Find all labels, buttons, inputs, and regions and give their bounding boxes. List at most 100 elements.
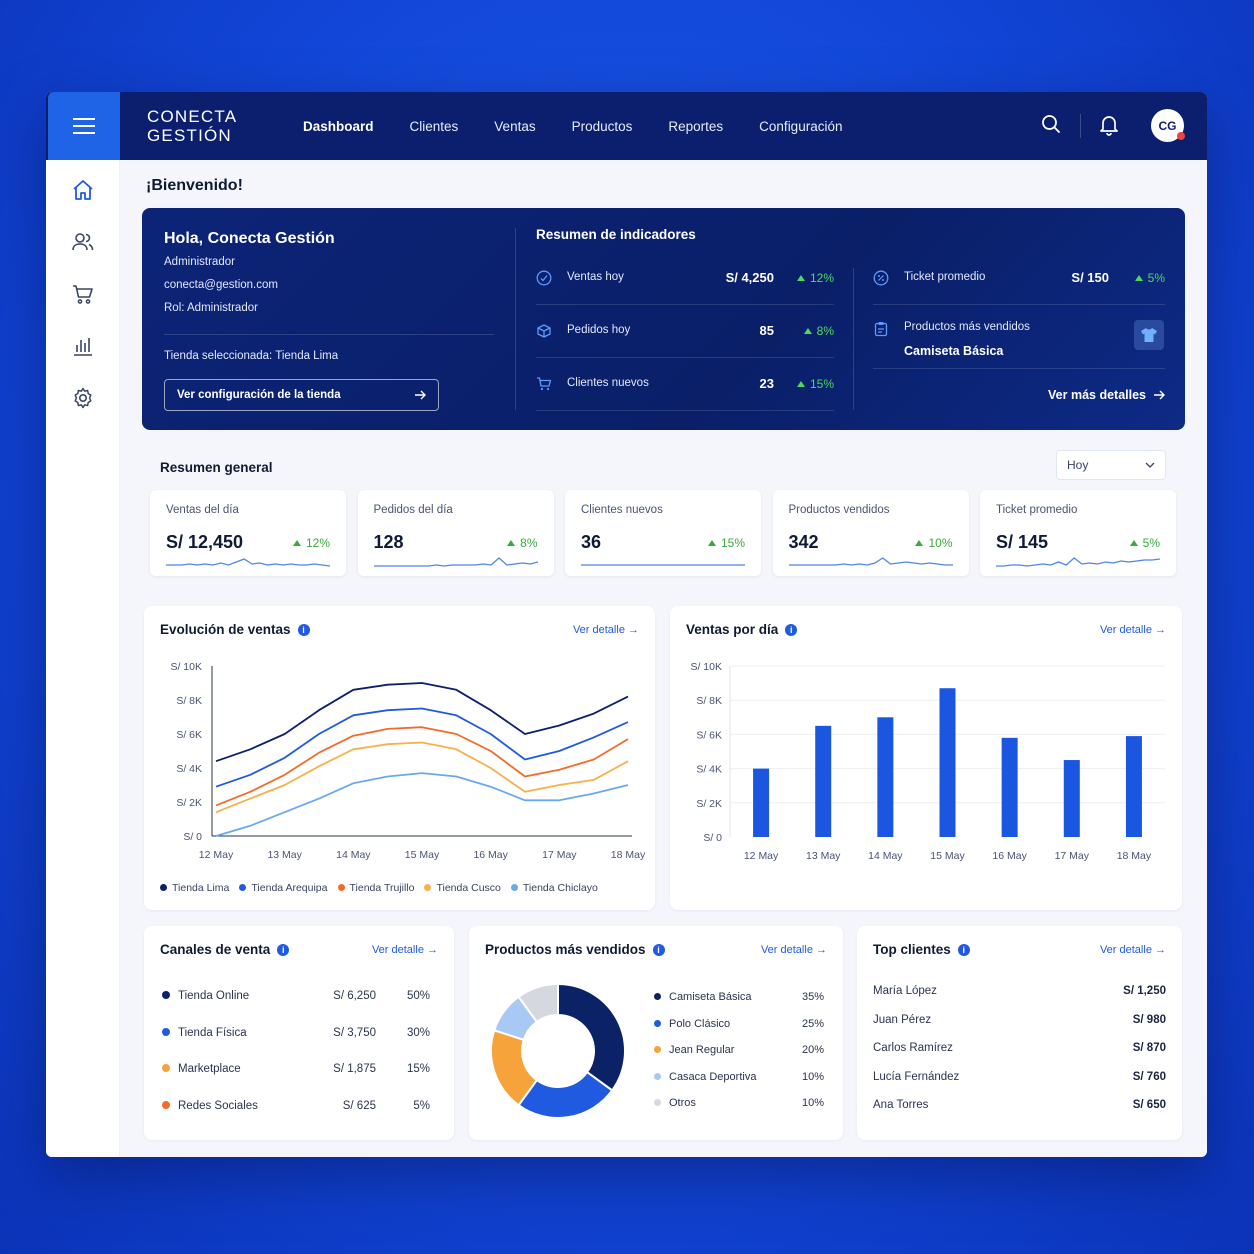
top-clients-card: Top clientes i Ver detalle → María López S… [857,926,1182,1140]
up-arrow-icon [707,536,721,550]
up-triangle [1129,540,1138,546]
bar[interactable] [939,688,956,837]
nav-dashboard[interactable]: Dashboard [303,118,374,134]
channel-row[interactable]: Tienda Física S/ 3,750 30% [162,1027,434,1043]
x-tick-label: 15 May [930,850,965,862]
summary-section: Resumen general Hoy Ventas del día S/ 12,… [144,444,1184,592]
channel-row[interactable]: Tienda Online S/ 6,250 50% [162,990,434,1006]
home-icon[interactable] [71,178,95,202]
sales-evolution-title: Evolución de ventas i [160,622,310,637]
info-icon[interactable]: i [957,943,970,956]
kpi-card[interactable]: Pedidos del día 128 8% [357,490,554,576]
legend-item[interactable]: Tienda Lima [160,882,229,894]
info-icon[interactable]: i [785,623,798,636]
legend-label: Tienda Arequipa [251,882,328,894]
up-arrow-icon [915,536,928,550]
menu-toggle-button[interactable] [48,92,120,160]
product-row[interactable]: Camiseta Básica 35% [654,991,824,1005]
product-row[interactable]: Polo Clásico 25% [654,1018,824,1032]
product-dot [654,1099,661,1106]
avatar-initials: CG [1158,118,1177,133]
shirt-thumbnail [1134,320,1164,350]
gear-icon[interactable] [71,386,95,410]
legend-item[interactable]: Tienda Trujillo [337,882,414,894]
y-tick-label: S/ 10K [690,661,722,673]
period-select[interactable]: Hoy [1056,450,1166,480]
view-detail-link[interactable]: Ver detalle → [1099,624,1166,636]
view-detail-link[interactable]: Ver detalle → [760,944,827,956]
hero-divider [164,334,494,335]
cart-icon[interactable] [71,282,95,306]
y-tick-label: S/ 6K [176,729,202,741]
kpi-card[interactable]: Clientes nuevos 36 15% [565,490,761,576]
info-icon[interactable]: i [652,943,665,956]
dollar-circle-icon [536,270,552,286]
client-row[interactable]: Carlos Ramírez S/ 870 [873,1042,1166,1058]
product-row[interactable]: Otros 10% [654,1097,824,1111]
brand-logo[interactable]: CONECTA GESTIÓN [147,107,237,145]
channel-row[interactable]: Marketplace S/ 1,875 15% [162,1063,434,1079]
legend-item[interactable]: Tienda Arequipa [239,882,328,894]
nav-configuracion[interactable]: Configuración [759,118,843,134]
store-config-button[interactable]: Ver configuración de la tienda [164,379,439,411]
up-triangle [507,540,516,546]
bar[interactable] [877,717,894,837]
x-tick-label: 14 May [868,850,903,862]
client-row[interactable]: Ana Torres S/ 650 [873,1099,1166,1115]
kpi-card[interactable]: Ticket promedio S/ 145 5% [980,490,1176,576]
kpi-card[interactable]: Ventas del día S/ 12,450 12% [150,490,346,576]
nav-ventas[interactable]: Ventas [494,118,536,134]
bar[interactable] [1125,736,1142,837]
view-detail-link[interactable]: Ver detalle → [1099,944,1166,956]
channel-name: Tienda Online [162,990,249,1002]
store-config-label: Ver configuración de la tienda [177,389,341,401]
bar-chart-icon[interactable] [71,334,95,358]
top-bar: CONECTA GESTIÓN Dashboard Clientes Venta… [46,92,1207,160]
client-row[interactable]: María López S/ 1,250 [873,985,1166,1001]
kpi-card[interactable]: Productos vendidos 342 10% [772,490,969,576]
kpi-label: Ticket promedio [996,504,1078,516]
product-row[interactable]: Jean Regular 20% [654,1044,824,1058]
bar[interactable] [1063,760,1080,837]
y-tick-label: S/ 0 [703,832,722,844]
nav-clientes[interactable]: Clientes [409,118,459,134]
nav-reportes[interactable]: Reportes [668,118,724,134]
hero-rol: Rol: Administrador [164,302,258,314]
view-detail-label: Ver detalle [1099,944,1152,956]
sparkline [581,564,745,566]
channel-name: Redes Sociales [162,1100,258,1112]
view-detail-link[interactable]: Ver detalle → [371,944,438,956]
card-title-text: Evolución de ventas [160,622,291,637]
bell-icon[interactable] [1099,114,1119,136]
nav-productos[interactable]: Productos [571,118,633,134]
donut-slice[interactable] [517,982,559,1024]
view-detail-link[interactable]: Ver detalle → [572,624,639,636]
indicator-change-value: 5% [1147,271,1165,285]
bar[interactable] [815,725,832,837]
donut-slice[interactable] [557,982,626,1092]
search-icon[interactable] [1041,114,1061,134]
user-avatar[interactable]: CG [1151,109,1185,142]
bar[interactable] [1001,737,1018,837]
product-row[interactable]: Casaca Deportiva 10% [654,1071,824,1085]
info-icon[interactable]: i [277,943,290,956]
client-row[interactable]: Lucía Fernández S/ 760 [873,1071,1166,1087]
info-icon[interactable]: i [297,623,310,636]
bar[interactable] [753,768,770,837]
indicator-change-value: 15% [809,377,834,391]
more-details-link[interactable]: Ver más detalles [1048,388,1165,402]
series-line [215,707,629,788]
client-amount: S/ 650 [1132,1099,1166,1111]
legend-item[interactable]: Tienda Chiclayo [510,882,598,894]
y-tick-label: S/ 2K [176,797,202,809]
top-product-name: Camiseta Básica [904,344,1004,358]
users-icon[interactable] [71,230,95,254]
legend-item[interactable]: Tienda Cusco [424,882,501,894]
channel-row[interactable]: Redes Sociales S/ 625 5% [162,1100,434,1116]
client-row[interactable]: Juan Pérez S/ 980 [873,1014,1166,1030]
indicator-change: 5% [1134,271,1165,285]
client-amount: S/ 760 [1132,1070,1166,1083]
channel-label: Marketplace [178,1063,241,1075]
legend-dot [160,884,167,891]
hamburger-icon [73,118,95,134]
